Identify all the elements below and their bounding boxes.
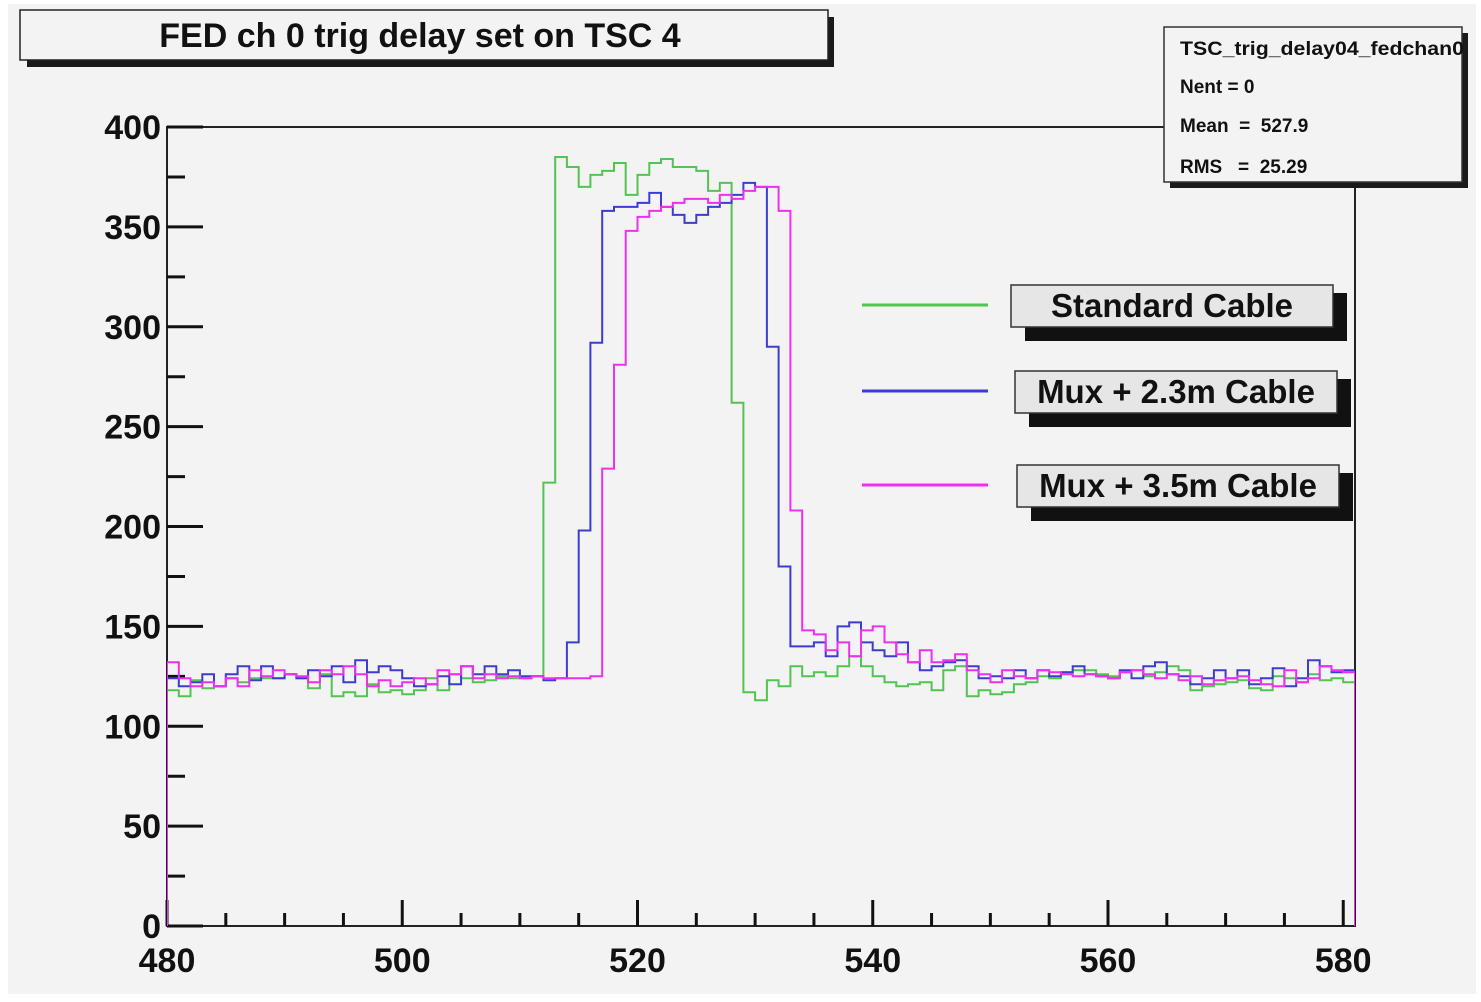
x-tick-label: 580 [1315, 942, 1372, 980]
x-tick-label: 520 [609, 942, 666, 980]
x-tick-label: 540 [844, 942, 901, 980]
stats-box: TSC_trig_delay04_fedchan0 Nent = 0 Mean … [1163, 26, 1468, 188]
legend-box [1014, 370, 1338, 414]
series-layer [167, 156, 1355, 926]
x-tick-label: 500 [374, 942, 431, 980]
stats-rms: RMS = 25.29 [1180, 157, 1307, 178]
y-tick-label: 0 [142, 908, 161, 946]
y-tick-label: 400 [104, 109, 161, 147]
stats-mean: Mean = 527.9 [1180, 116, 1308, 137]
legend-label: Mux + 2.3m Cable [1037, 373, 1315, 410]
legend: Standard Cable Mux + 2.3m Cable Mux + 3.5m… [862, 284, 1353, 521]
chart-title: FED ch 0 trig delay set on TSC 4 [159, 17, 681, 55]
stats-name: TSC_trig_delay04_fedchan0 [1180, 39, 1464, 60]
y-tick-label: 50 [123, 808, 161, 846]
title-box: FED ch 0 trig delay set on TSC 4 [19, 9, 834, 67]
legend-label: Standard Cable [1051, 287, 1293, 324]
stats-entries: Nent = 0 [1180, 77, 1254, 98]
y-tick-label: 200 [104, 509, 161, 547]
legend-box [1010, 284, 1334, 328]
series-line-3 [167, 185, 1355, 926]
y-tick-label: 100 [104, 708, 161, 746]
y-tick-label: 300 [104, 309, 161, 347]
legend-label: Mux + 3.5m Cable [1039, 467, 1317, 504]
y-tick-label: 350 [104, 209, 161, 247]
x-axis: 480 500 520 540 560 580 [139, 900, 1372, 980]
y-tick-label: 250 [104, 409, 161, 447]
y-tick-label: 150 [104, 608, 161, 646]
legend-box [1016, 464, 1340, 508]
x-tick-label: 480 [139, 942, 196, 980]
x-tick-label: 560 [1080, 942, 1137, 980]
y-axis: 0 50 100 150 200 250 300 350 400 [104, 109, 203, 946]
